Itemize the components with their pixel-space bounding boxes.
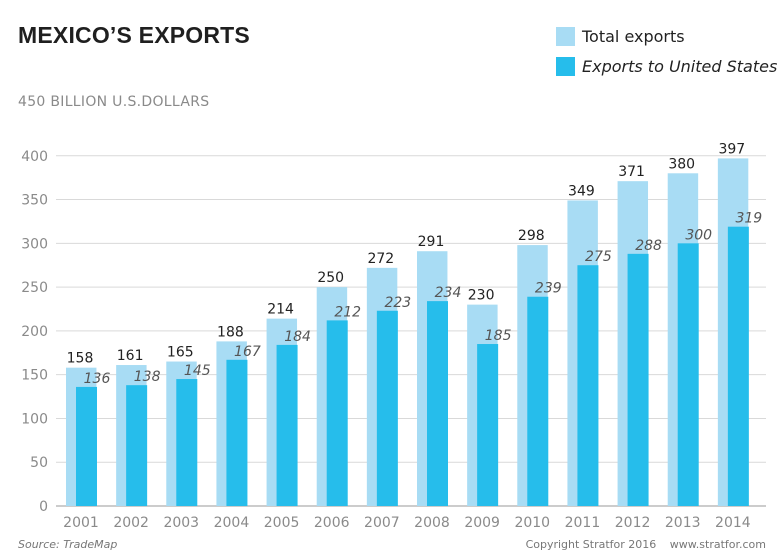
bar-us-2013	[677, 243, 699, 507]
bar-us-2004	[226, 359, 248, 506]
data-label-total: 250	[317, 270, 344, 286]
website-text: www.stratfor.com	[669, 538, 766, 551]
bar-us-2008	[427, 301, 448, 506]
data-label-total: 230	[468, 288, 495, 304]
x-tick-label: 2001	[63, 515, 99, 531]
bar-us-2005	[276, 344, 298, 506]
data-label-us: 319	[735, 211, 762, 227]
data-label-us: 145	[184, 363, 211, 379]
data-label-total: 161	[117, 348, 144, 364]
y-tick-label: 50	[30, 455, 48, 471]
bar-us-2014	[727, 226, 749, 506]
bar-us-2003	[176, 379, 198, 506]
y-tick-label: 0	[39, 499, 48, 515]
bar-us-2001	[76, 386, 97, 506]
x-tick-label: 2012	[615, 515, 651, 531]
footer-credits: Copyright Stratfor 2016 www.stratfor.com	[526, 538, 766, 551]
legend-label-total: Total exports	[582, 27, 685, 46]
x-tick-label: 2002	[113, 515, 149, 531]
data-label-total: 188	[217, 324, 244, 340]
copyright-text: Copyright Stratfor 2016	[525, 538, 657, 551]
data-label-us: 275	[585, 249, 612, 265]
data-label-us: 184	[284, 329, 311, 345]
y-tick-label: 350	[21, 193, 48, 209]
data-label-us: 239	[535, 281, 562, 297]
legend-swatch-us	[556, 57, 575, 76]
y-tick-label: 200	[21, 324, 48, 340]
x-tick-label: 2009	[464, 515, 500, 531]
data-label-us: 167	[234, 344, 261, 360]
x-tick-label: 2013	[665, 515, 701, 531]
x-tick-label: 2014	[715, 515, 751, 531]
x-tick-label: 2003	[163, 515, 199, 531]
x-tick-label: 2008	[414, 515, 450, 531]
data-label-total: 397	[718, 141, 745, 157]
bar-us-2002	[126, 385, 148, 506]
y-tick-label: 250	[21, 280, 48, 296]
data-label-us: 185	[485, 328, 512, 344]
y-tick-label: 100	[21, 411, 48, 427]
x-tick-label: 2011	[565, 515, 601, 531]
legend-swatch-total	[556, 27, 575, 46]
bar-us-2012	[627, 253, 649, 506]
data-label-us: 300	[685, 227, 712, 243]
data-label-us: 288	[635, 238, 662, 254]
data-label-total: 298	[518, 228, 545, 244]
data-label-total: 291	[418, 234, 445, 250]
bar-us-2006	[326, 320, 348, 506]
data-label-us: 212	[334, 304, 361, 320]
data-label-total: 158	[67, 351, 94, 367]
y-tick-label: 300	[21, 236, 48, 252]
x-tick-label: 2007	[364, 515, 400, 531]
x-tick-label: 2005	[264, 515, 300, 531]
data-label-total: 349	[568, 183, 595, 199]
data-label-us: 138	[134, 369, 161, 385]
y-tick-label: 400	[21, 149, 48, 165]
data-label-total: 380	[668, 156, 695, 172]
bar-us-2011	[577, 265, 599, 506]
bar-us-2007	[376, 310, 398, 506]
x-tick-label: 2004	[214, 515, 250, 531]
y-axis-unit-label: 450 BILLION U.S.DOLLARS	[18, 94, 210, 110]
data-label-total: 272	[367, 251, 394, 267]
legend-label-us: Exports to United States	[582, 57, 778, 76]
data-label-total: 214	[267, 302, 294, 318]
data-label-us: 234	[435, 285, 462, 301]
chart-title: MEXICO’S EXPORTS	[18, 22, 250, 48]
bar-us-2010	[527, 296, 549, 506]
source-note: Source: TradeMap	[18, 538, 118, 551]
x-tick-label: 2006	[314, 515, 350, 531]
x-tick-label: 2010	[514, 515, 550, 531]
data-label-us: 223	[384, 295, 411, 311]
data-label-total: 165	[167, 345, 194, 361]
data-label-us: 136	[84, 371, 111, 387]
y-tick-label: 150	[21, 368, 48, 384]
bar-us-2009	[477, 344, 499, 506]
data-label-total: 371	[618, 164, 645, 180]
